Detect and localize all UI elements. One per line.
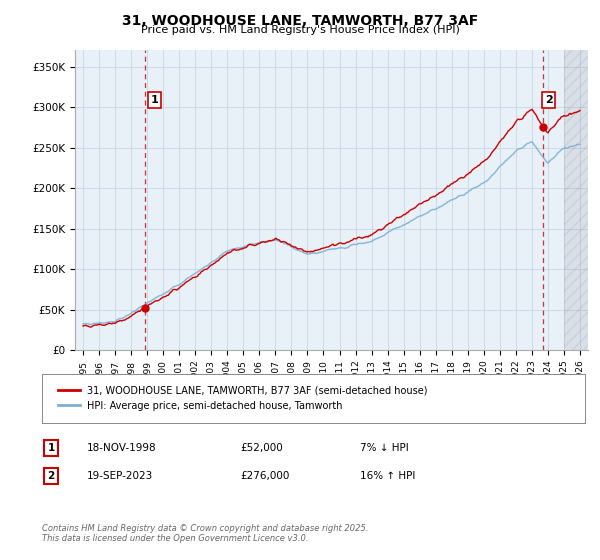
Text: £276,000: £276,000 (240, 471, 289, 481)
Text: 1: 1 (151, 95, 158, 105)
Text: 16% ↑ HPI: 16% ↑ HPI (360, 471, 415, 481)
Text: 18-NOV-1998: 18-NOV-1998 (87, 443, 157, 453)
Text: 31, WOODHOUSE LANE, TAMWORTH, B77 3AF: 31, WOODHOUSE LANE, TAMWORTH, B77 3AF (122, 14, 478, 28)
Text: Price paid vs. HM Land Registry's House Price Index (HPI): Price paid vs. HM Land Registry's House … (140, 25, 460, 35)
Legend: 31, WOODHOUSE LANE, TAMWORTH, B77 3AF (semi-detached house), HPI: Average price,: 31, WOODHOUSE LANE, TAMWORTH, B77 3AF (s… (52, 380, 434, 417)
Text: 7% ↓ HPI: 7% ↓ HPI (360, 443, 409, 453)
Text: 2: 2 (545, 95, 553, 105)
Text: 1: 1 (47, 443, 55, 453)
Bar (564, 50, 588, 350)
Text: 19-SEP-2023: 19-SEP-2023 (87, 471, 153, 481)
Text: 2: 2 (47, 471, 55, 481)
Text: Contains HM Land Registry data © Crown copyright and database right 2025.
This d: Contains HM Land Registry data © Crown c… (42, 524, 368, 543)
Text: £52,000: £52,000 (240, 443, 283, 453)
